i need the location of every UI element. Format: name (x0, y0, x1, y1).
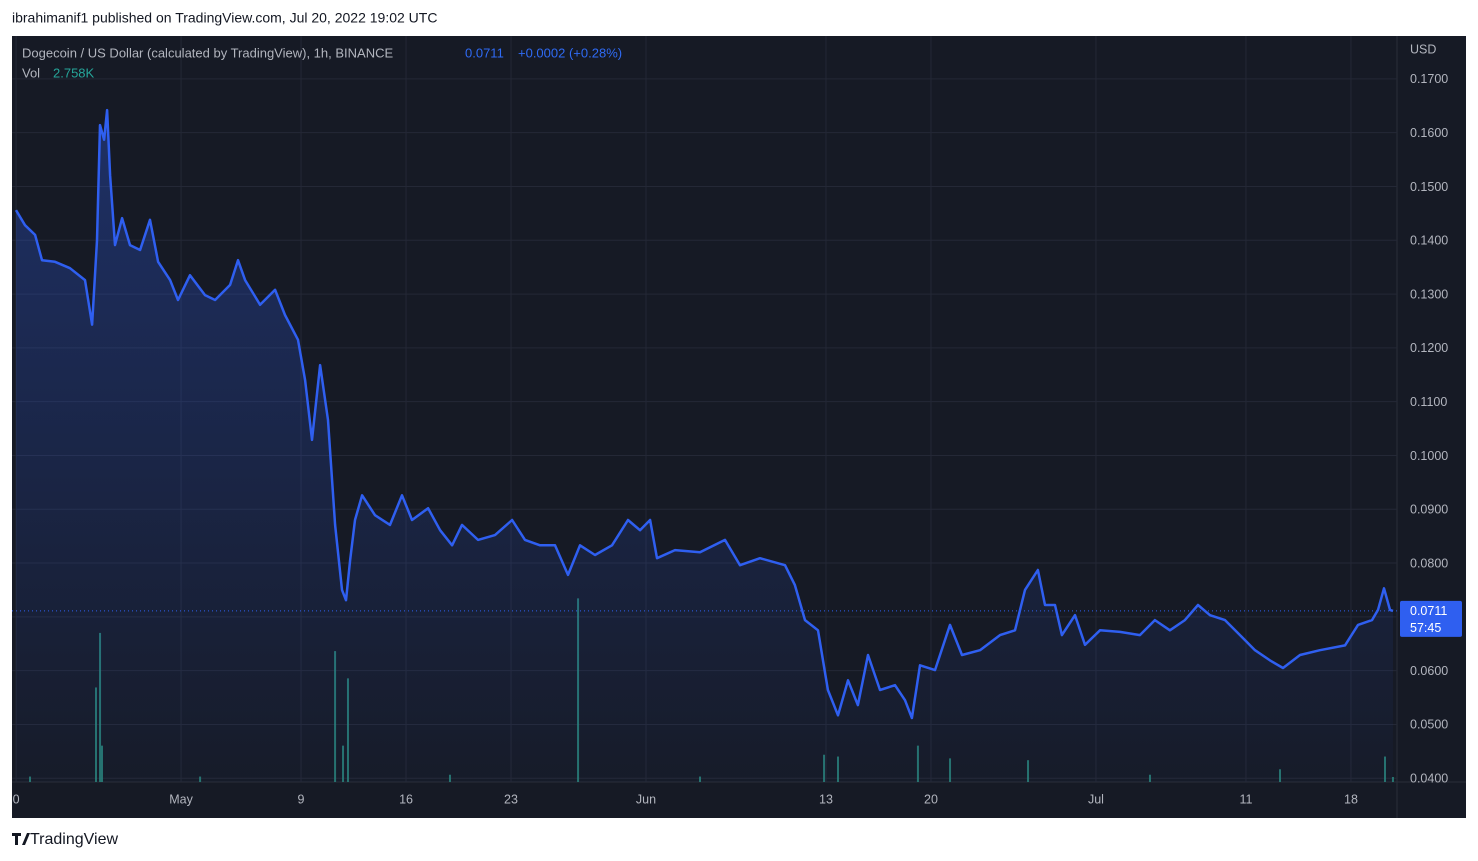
y-tick-label: 0.1400 (1410, 234, 1448, 248)
y-tick-label: 0.1600 (1410, 126, 1448, 140)
y-tick-label: 0.0400 (1410, 772, 1448, 786)
area-fill (16, 110, 1393, 783)
x-tick-label: Jun (636, 792, 656, 806)
series-name: Dogecoin / US Dollar (calculated by Trad… (22, 45, 393, 60)
x-tick-label: 20 (924, 792, 938, 806)
y-tick-label: 0.1500 (1410, 180, 1448, 194)
y-tick-label: 0.0900 (1410, 503, 1448, 517)
y-tick-label: 0.1300 (1410, 287, 1448, 301)
y-tick-label: 0.0600 (1410, 664, 1448, 678)
vol-value: 2.758K (53, 65, 95, 80)
x-tick-label: 13 (819, 792, 833, 806)
price-tag (1400, 600, 1462, 637)
x-tick-label: 23 (504, 792, 518, 806)
last-price: 0.0711 (465, 45, 504, 60)
x-tick-label: 11 (1239, 792, 1252, 806)
x-tick-label: 0 (13, 792, 20, 806)
price-tag-value: 0.0711 (1410, 604, 1447, 618)
y-tick-label: 0.1200 (1410, 341, 1448, 355)
currency: USD (1410, 42, 1436, 56)
publisher: ibrahimanif1 published on TradingView.co… (12, 10, 437, 26)
vol-label: Vol (22, 65, 40, 80)
logo-icon (12, 833, 30, 845)
price-tag-countdown: 57:45 (1410, 621, 1441, 635)
logo: TradingView (30, 831, 118, 848)
change: +0.0002 (+0.28%) (518, 45, 622, 60)
price-line (14, 108, 1394, 720)
x-tick-label: 16 (399, 792, 413, 806)
x-tick-label: Jul (1088, 792, 1104, 806)
y-tick-label: 0.0500 (1410, 718, 1448, 732)
x-tick-label: May (169, 792, 193, 806)
y-tick-label: 0.1700 (1410, 72, 1448, 86)
y-tick-label: 0.0800 (1410, 556, 1448, 570)
y-tick-label: 0.1000 (1410, 449, 1448, 463)
y-tick-label: 0.1100 (1410, 395, 1447, 409)
x-tick-label: 9 (298, 792, 305, 806)
x-tick-label: 18 (1344, 792, 1358, 806)
